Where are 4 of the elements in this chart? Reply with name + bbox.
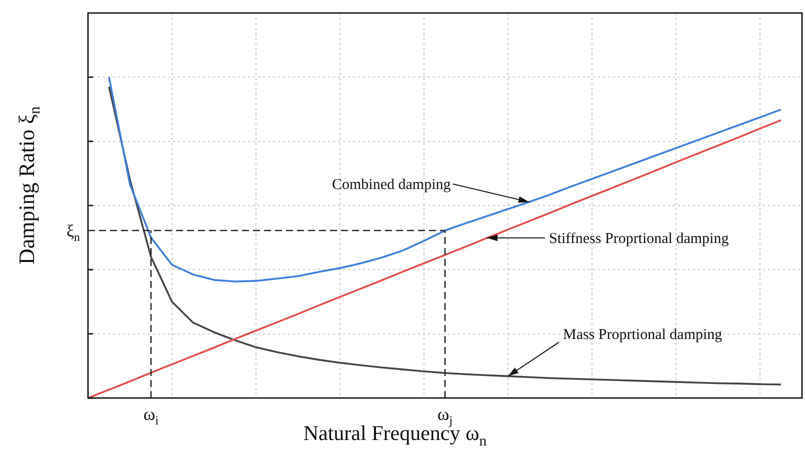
text: Combined damping: [332, 176, 452, 193]
y-axis-title: Damping Ratio ξn: [14, 106, 44, 265]
series-label: Stiffness Proprtional damping: [549, 230, 730, 247]
text: Mass Proprtional damping: [563, 327, 723, 344]
